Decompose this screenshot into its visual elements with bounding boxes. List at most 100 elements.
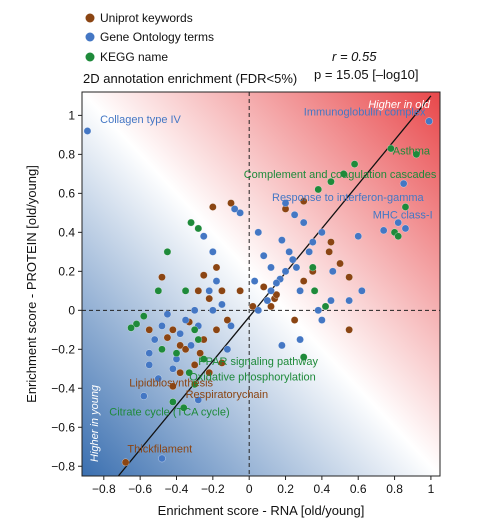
data-point [223,316,232,324]
data-point [139,312,148,321]
x-tick-label: 1 [428,482,435,496]
data-point [318,228,326,237]
data-point [163,247,172,256]
data-point [181,286,190,295]
x-axis-label: Enrichment score - RNA [old/young] [158,503,365,518]
point-annotation: Lipidbiosynthesis [129,377,213,389]
data-point [345,296,353,305]
data-point [318,316,326,324]
data-point [327,177,335,186]
data-point [158,273,166,282]
y-tick-label: −0.6 [51,420,75,434]
legend-item-kegg: KEGG name [85,50,168,64]
point-annotation: Immunoglobulin complex [304,106,426,118]
x-tick-label: −0.6 [128,482,152,496]
data-point [169,382,177,391]
y-tick-label: 0.8 [58,147,75,161]
data-point [127,324,135,332]
data-point [308,238,317,246]
data-point [350,160,359,168]
data-point [169,325,177,334]
point-annotation: Response to interferon-gamma [272,192,425,204]
data-point [121,458,130,467]
point-annotation: Thickfilament [127,444,192,456]
data-point [296,335,304,344]
data-point [154,374,163,383]
data-point [190,306,199,315]
data-point [172,349,181,358]
data-point [212,325,221,334]
legend: Uniprot keywords Gene Ontology terms KEG… [85,11,214,64]
data-point [254,228,263,237]
data-point [281,267,290,276]
data-point [278,341,286,350]
y-tick-label: 0 [68,303,75,317]
legend-label-kegg: KEGG name [100,50,168,64]
x-tick-label: 0 [246,482,253,496]
point-annotation: Collagen type IV [100,114,181,126]
data-point [299,197,308,206]
data-point [190,361,199,369]
data-point [227,322,235,330]
data-point [181,345,190,354]
y-tick-label: 1 [68,108,75,122]
data-point [212,263,221,272]
data-point [176,368,184,377]
data-point [290,210,299,219]
data-point [145,349,154,358]
data-point [296,286,304,295]
data-point [250,277,259,285]
data-point [163,310,172,319]
data-point [154,286,163,295]
data-point [194,286,203,295]
data-point [181,316,190,324]
data-point [176,341,184,350]
y-tick-label: −0.2 [51,342,75,356]
legend-item-go: Gene Ontology terms [85,30,214,44]
data-point [208,306,217,315]
data-point [187,341,195,350]
data-point [227,199,235,207]
point-annotation: Respiratorychain [186,389,269,401]
data-point [310,286,319,295]
data-point [299,218,308,227]
legend-marker-go [85,32,95,42]
data-point [230,205,239,213]
point-annotation: Citrate cycle (TCA cycle) [109,407,229,419]
data-point [145,325,154,334]
plot-layer: Collagen type IV Immunoglobulin complex As… [82,92,440,476]
data-point [236,286,244,295]
data-point [354,232,363,241]
y-tick-label: 0.2 [58,264,75,278]
data-point [425,117,433,126]
y-tick-label: 0.4 [58,225,75,239]
region-label-old: Higher in old [368,99,431,111]
legend-label-go: Gene Ontology terms [100,30,214,44]
x-tick-label: −0.4 [165,482,189,496]
point-annotation: PPAR signaling pathway [198,356,318,368]
data-point [218,359,226,367]
data-point [83,127,92,135]
legend-item-uniprot: Uniprot keywords [85,11,193,25]
data-point [358,286,366,295]
data-point [190,325,199,334]
data-point [267,302,275,311]
stat-r: r = 0.55 [332,49,377,64]
point-annotation: MHC class-I [373,210,433,222]
data-point [254,306,263,315]
data-point [199,271,208,280]
x-tick-label: 0.8 [386,482,403,496]
data-point [185,368,194,377]
point-annotation: Asthma [393,145,431,157]
data-point [139,392,148,400]
y-tick-label: 0.6 [58,186,75,200]
data-point [212,277,221,285]
axis-ticks: −0.8 −0.6 −0.4 −0.2 0 0.2 0.4 0.6 0.8 1 −0.8 −0.6 −0… [51,108,434,496]
data-point [223,345,232,354]
data-point [328,267,337,276]
legend-marker-uniprot [85,13,95,23]
x-tick-label: 0.2 [277,482,294,496]
data-point [199,232,208,241]
data-point [199,355,208,363]
